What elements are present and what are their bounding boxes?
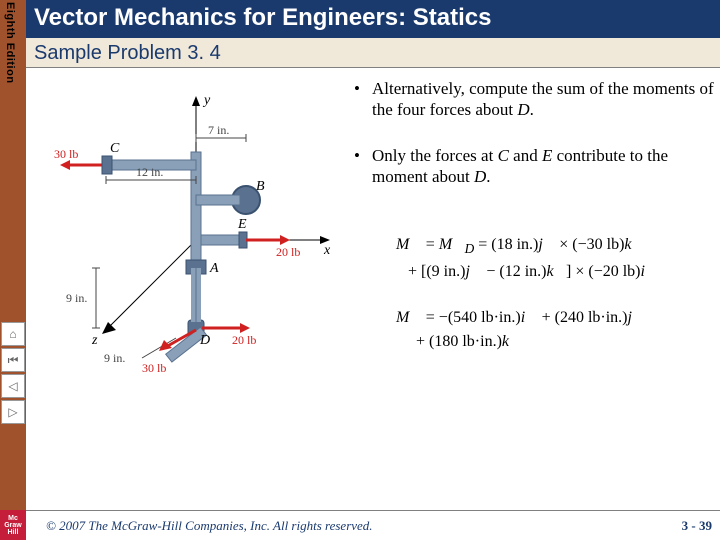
eq-line-4: + (180 lb·in.)k⃗ xyxy=(396,333,706,351)
bullet-text-pre: Only the forces at xyxy=(372,146,498,165)
point-C-label: C xyxy=(110,141,120,156)
eq-line-3: M⃗ = −(540 lb·in.)i⃗ + (240 lb·in.)j⃗ xyxy=(396,309,706,327)
bullet-text-post: . xyxy=(530,100,534,119)
edition-text: Eighth Edition xyxy=(4,2,16,84)
equations: M⃗ = M⃗D = (18 in.)j⃗ × (−30 lb)k⃗ + [(9… xyxy=(396,230,706,357)
bullet-item: • Alternatively, compute the sum of the … xyxy=(354,78,714,121)
edition-strip: Eighth Edition xyxy=(0,0,26,540)
bullet-text-var3: D xyxy=(474,167,486,186)
force-30lb-C: 30 lb xyxy=(54,147,78,161)
point-A-label: A xyxy=(209,261,219,276)
dim-12in: 12 in. xyxy=(136,165,163,179)
nav-icons: ⌂ ⏮ ◁ ▷ xyxy=(0,320,26,426)
bullet-text-mid: and xyxy=(509,146,542,165)
point-D-label: D xyxy=(199,333,210,348)
bullet-text: Alternatively, compute the sum of the mo… xyxy=(372,78,714,121)
copyright-text: © 2007 The McGraw-Hill Companies, Inc. A… xyxy=(46,518,373,534)
nav-prev-section-icon[interactable]: ⏮ xyxy=(1,348,25,372)
content-area: y x z B A C E D 7 in. xyxy=(26,70,720,500)
axis-y-label: y xyxy=(202,93,211,108)
nav-next-icon[interactable]: ▷ xyxy=(1,400,25,424)
force-diagram: y x z B A C E D 7 in. xyxy=(46,90,336,380)
bullet-text-var2: E xyxy=(542,146,552,165)
axis-x-label: x xyxy=(323,243,331,258)
force-20lb-E: 20 lb xyxy=(276,245,300,259)
title: Vector Mechanics for Engineers: Statics xyxy=(34,0,720,36)
bullet-text-post2: . xyxy=(486,167,490,186)
axis-z-label: z xyxy=(91,333,98,348)
eq-line-2: + [(9 in.)j⃗ − (12 in.)k⃗] × (−20 lb)i⃗ xyxy=(396,263,706,281)
title-bar: Vector Mechanics for Engineers: Statics xyxy=(26,0,720,38)
bullet-text-var: C xyxy=(498,146,509,165)
eq-line-1: M⃗ = M⃗D = (18 in.)j⃗ × (−30 lb)k⃗ xyxy=(396,236,706,257)
point-E-label: E xyxy=(237,217,247,232)
force-20lb-D: 20 lb xyxy=(232,333,256,347)
footer: © 2007 The McGraw-Hill Companies, Inc. A… xyxy=(26,510,720,540)
bullet-text: Only the forces at C and E contribute to… xyxy=(372,145,714,188)
publisher-logo: McGrawHill xyxy=(0,510,26,540)
page-number: 3 - 39 xyxy=(682,518,712,534)
force-30lb-D: 30 lb xyxy=(142,361,166,375)
bullet-text-var: D xyxy=(517,100,529,119)
point-B-label: B xyxy=(256,179,265,194)
nav-prev-icon[interactable]: ◁ xyxy=(1,374,25,398)
bullet-dot-icon: • xyxy=(354,78,372,121)
subtitle-bar: Sample Problem 3. 4 xyxy=(26,38,720,68)
dim-9in-v: 9 in. xyxy=(66,291,87,305)
bullet-item: • Only the forces at C and E contribute … xyxy=(354,145,714,188)
bullet-list: • Alternatively, compute the sum of the … xyxy=(354,78,714,211)
dim-7in: 7 in. xyxy=(208,123,229,137)
dim-9in-h: 9 in. xyxy=(104,351,125,365)
bullet-dot-icon: • xyxy=(354,145,372,188)
bullet-text-pre: Alternatively, compute the sum of the mo… xyxy=(372,79,714,119)
nav-home-icon[interactable]: ⌂ xyxy=(1,322,25,346)
subtitle: Sample Problem 3. 4 xyxy=(34,38,720,68)
